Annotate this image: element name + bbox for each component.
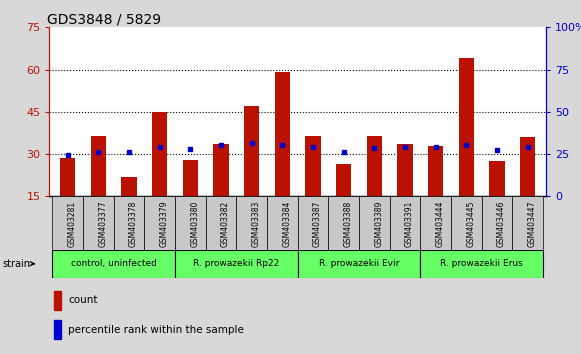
Text: GSM403383: GSM403383: [252, 201, 261, 247]
Text: GSM403389: GSM403389: [374, 201, 383, 247]
Bar: [336, 164, 352, 196]
Bar: [183, 160, 198, 196]
Bar: [236, 196, 267, 250]
Bar: [152, 112, 167, 196]
Bar: [306, 136, 321, 196]
Bar: [489, 161, 505, 196]
Bar: [175, 250, 298, 278]
Bar: [244, 106, 260, 196]
Bar: [91, 136, 106, 196]
Bar: [359, 196, 390, 250]
Text: GSM403377: GSM403377: [98, 201, 107, 247]
Text: R. prowazekii Erus: R. prowazekii Erus: [440, 259, 523, 268]
Bar: [275, 72, 290, 196]
Bar: [482, 196, 512, 250]
Bar: [397, 144, 413, 196]
Bar: [52, 196, 83, 250]
Text: GSM403391: GSM403391: [405, 201, 414, 247]
Text: GSM403444: GSM403444: [436, 201, 444, 247]
Bar: [175, 196, 206, 250]
Text: GSM403384: GSM403384: [282, 201, 292, 247]
Text: GSM403378: GSM403378: [129, 201, 138, 247]
Bar: [83, 196, 114, 250]
Text: GSM403281: GSM403281: [68, 201, 77, 247]
Bar: [267, 196, 298, 250]
Bar: [428, 146, 443, 196]
Bar: [213, 144, 229, 196]
Text: count: count: [68, 295, 98, 306]
Bar: [459, 58, 474, 196]
Text: percentile rank within the sample: percentile rank within the sample: [68, 325, 244, 335]
Text: GSM403388: GSM403388: [344, 201, 353, 247]
Text: R. prowazekii Evir: R. prowazekii Evir: [319, 259, 399, 268]
Text: GSM403447: GSM403447: [528, 201, 537, 247]
Bar: [55, 320, 61, 339]
Bar: [451, 196, 482, 250]
Bar: [367, 136, 382, 196]
Bar: [328, 196, 359, 250]
Bar: [520, 137, 536, 196]
Text: control, uninfected: control, uninfected: [71, 259, 157, 268]
Bar: [512, 196, 543, 250]
Text: GSM403387: GSM403387: [313, 201, 322, 247]
Text: GSM403382: GSM403382: [221, 201, 230, 247]
Bar: [206, 196, 236, 250]
Bar: [60, 158, 76, 196]
Text: GSM403379: GSM403379: [160, 201, 168, 247]
Text: R. prowazekii Rp22: R. prowazekii Rp22: [193, 259, 279, 268]
Text: strain: strain: [2, 259, 34, 269]
Text: GSM403380: GSM403380: [191, 201, 199, 247]
Bar: [298, 196, 328, 250]
Bar: [121, 177, 137, 196]
Text: GDS3848 / 5829: GDS3848 / 5829: [47, 12, 161, 26]
Bar: [145, 196, 175, 250]
Bar: [421, 196, 451, 250]
Bar: [298, 250, 421, 278]
Text: GSM403445: GSM403445: [467, 201, 475, 247]
Text: GSM403446: GSM403446: [497, 201, 506, 247]
Bar: [114, 196, 145, 250]
Bar: [52, 250, 175, 278]
Bar: [421, 250, 543, 278]
Bar: [390, 196, 421, 250]
Bar: [55, 291, 61, 310]
